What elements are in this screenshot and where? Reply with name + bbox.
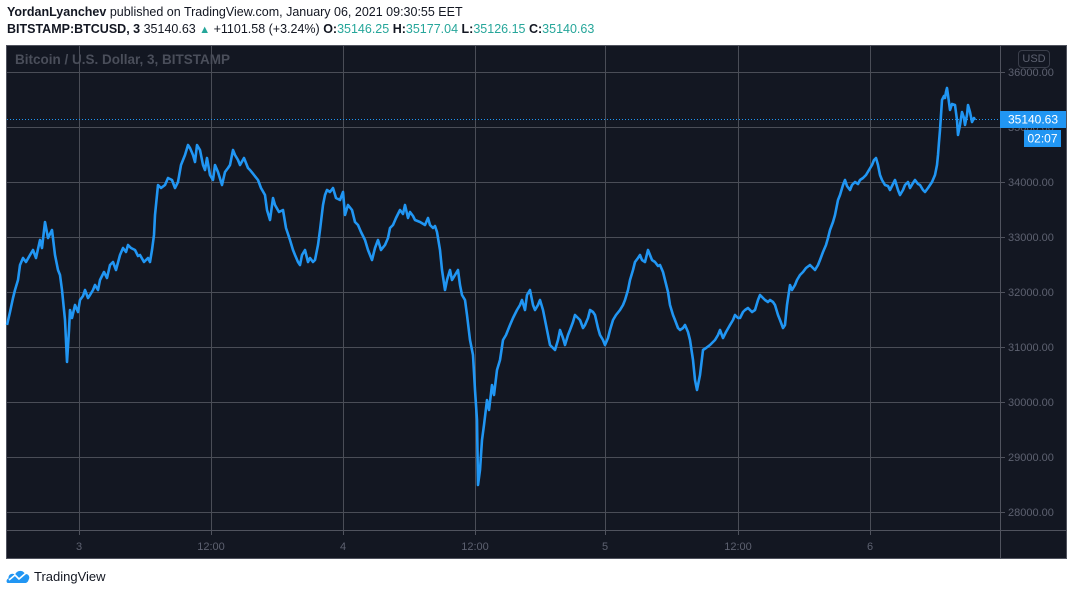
footer-brand-text: TradingView (34, 568, 106, 584)
bar-countdown-tag: 02:07 (1024, 130, 1061, 147)
horizontal-gridlines (7, 72, 1000, 513)
close-label: C: (528, 22, 543, 36)
open-label: O: (323, 22, 338, 36)
close-value: 35140.63 (542, 22, 595, 36)
svg-text:34000.00: 34000.00 (1008, 177, 1054, 189)
footer-branding[interactable]: TradingView (6, 568, 106, 584)
svg-text:5: 5 (602, 541, 608, 553)
ohlc-line: BITSTAMP:BTCUSD, 3 35140.63 ▲ +1101.58 (… (7, 21, 594, 39)
symbol-label: BITSTAMP:BTCUSD, 3 (7, 22, 141, 36)
svg-text:29000.00: 29000.00 (1008, 452, 1054, 464)
up-arrow-icon: ▲ (199, 24, 211, 36)
last-price-tag: 35140.63 (1000, 111, 1066, 128)
vertical-gridlines (79, 46, 871, 534)
published-text: published on TradingView.com, January 06… (106, 5, 463, 19)
author-name[interactable]: YordanLyanchev (7, 5, 107, 19)
price-change: +1101.58 (+3.24%) (213, 22, 320, 36)
chart-watermark: Bitcoin / U.S. Dollar, 3, BITSTAMP (15, 52, 231, 67)
high-label: H: (392, 22, 406, 36)
open-value: 35146.25 (337, 22, 390, 36)
time-axis-labels: 3 12:00 4 12:00 5 12:00 6 (76, 541, 873, 553)
svg-text:4: 4 (340, 541, 346, 553)
svg-text:31000.00: 31000.00 (1008, 342, 1054, 354)
svg-text:32000.00: 32000.00 (1008, 287, 1054, 299)
tradingview-logo-icon (6, 570, 30, 583)
chart-header: YordanLyanchev published on TradingView.… (7, 4, 594, 39)
price-axis-labels: 36000.00 35000.00 34000.00 33000.00 3200… (1008, 67, 1054, 519)
price-line (5, 86, 977, 487)
publish-line: YordanLyanchev published on TradingView.… (7, 4, 594, 21)
chart-frame[interactable] (6, 45, 1067, 559)
svg-text:6: 6 (867, 541, 873, 553)
svg-text:35140.63: 35140.63 (1008, 113, 1058, 127)
currency-badge[interactable]: USD (1018, 50, 1050, 68)
time-axis-ticks (79, 530, 871, 535)
svg-text:12:00: 12:00 (197, 541, 225, 553)
svg-text:12:00: 12:00 (724, 541, 752, 553)
svg-text:3: 3 (76, 541, 82, 553)
last-price: 35140.63 (143, 22, 196, 36)
svg-text:02:07: 02:07 (1027, 132, 1057, 146)
low-value: 35126.15 (473, 22, 526, 36)
svg-text:36000.00: 36000.00 (1008, 67, 1054, 79)
svg-text:30000.00: 30000.00 (1008, 397, 1054, 409)
svg-text:28000.00: 28000.00 (1008, 507, 1054, 519)
high-value: 35177.04 (405, 22, 459, 36)
svg-text:12:00: 12:00 (461, 541, 489, 553)
low-label: L: (461, 22, 474, 36)
svg-text:33000.00: 33000.00 (1008, 232, 1054, 244)
